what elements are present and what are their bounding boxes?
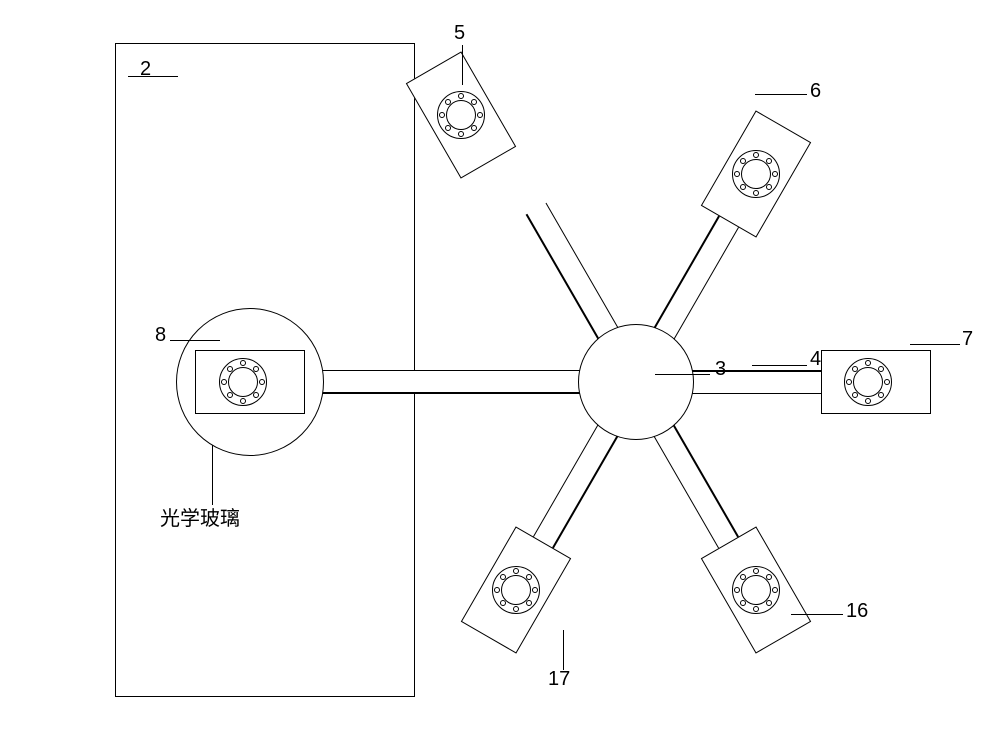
label-3: 3 [715,358,726,381]
leader-8 [170,340,220,341]
label-17: 17 [548,668,570,691]
leader-6 [755,94,807,95]
leader-7 [910,344,960,345]
label-5: 5 [454,22,465,45]
leader-3 [655,374,710,375]
diagram-canvas: 2 5 6 3 4 7 8 16 17 光学玻璃 [0,0,1000,756]
leader-17 [563,630,564,670]
label-6: 6 [810,80,821,103]
leader-16 [791,614,843,615]
leader-5 [462,45,463,85]
leader-optical-glass [212,445,213,505]
label-optical-glass: 光学玻璃 [160,502,240,531]
hub-circle-3 [578,324,694,440]
label-8: 8 [155,324,166,347]
label-7: 7 [962,328,973,351]
label-2: 2 [140,58,151,81]
leader-2 [128,76,178,77]
label-4: 4 [810,348,821,371]
leader-4 [752,365,807,366]
label-16: 16 [846,600,868,623]
